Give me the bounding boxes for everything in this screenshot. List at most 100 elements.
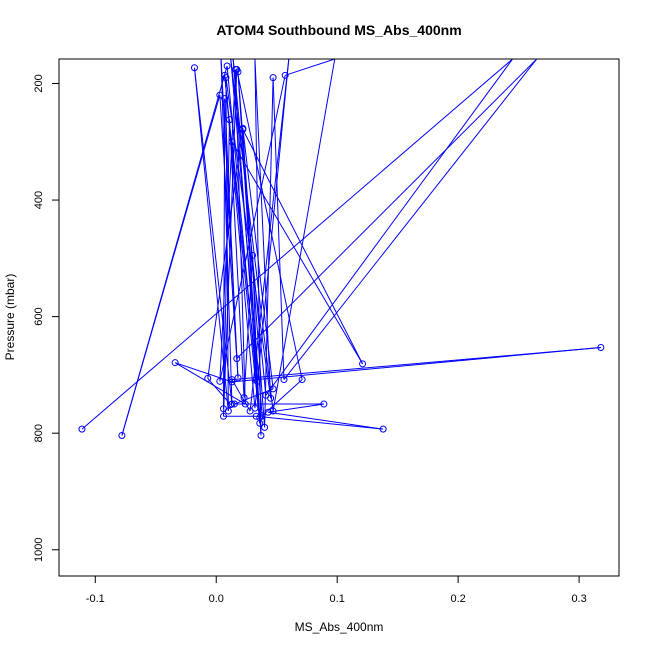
data-point <box>118 432 126 440</box>
series-segment <box>283 59 538 380</box>
data-point <box>221 95 229 103</box>
series-segment <box>230 59 263 416</box>
data-point <box>239 124 247 132</box>
series-segment <box>234 388 274 405</box>
series-segment <box>81 59 513 430</box>
series-segment <box>222 69 238 417</box>
data-point <box>223 62 231 70</box>
data-point <box>298 376 306 384</box>
data-point <box>267 394 275 402</box>
series-segment <box>268 403 324 413</box>
data-point <box>253 377 261 385</box>
series-segment <box>219 69 237 382</box>
data-point <box>246 407 254 415</box>
x-axis: -0.1 0.0 0.1 0.2 0.3 <box>86 575 587 605</box>
data-point <box>228 378 236 386</box>
series-segment <box>254 59 290 409</box>
data-point <box>261 423 269 431</box>
y-tick-label: 800 <box>33 424 45 442</box>
y-tick-label: 600 <box>33 307 45 325</box>
series-segment <box>229 119 245 398</box>
y-tick-label: 1000 <box>33 538 45 562</box>
series-segment <box>219 95 239 378</box>
series-layer <box>81 59 601 436</box>
series-segment <box>272 59 336 412</box>
data-point <box>257 432 265 440</box>
data-point <box>359 360 367 368</box>
data-point <box>216 91 224 99</box>
series-segment <box>193 67 229 412</box>
y-tick-label: 200 <box>33 74 45 92</box>
data-point <box>219 405 227 413</box>
data-point <box>221 71 229 79</box>
x-axis-label: MS_Abs_400nm <box>295 620 384 634</box>
series-segment <box>220 59 233 405</box>
data-point <box>233 65 241 73</box>
data-point <box>269 385 277 393</box>
series-segment <box>224 75 256 409</box>
series-segment <box>207 378 232 405</box>
series-segment <box>256 415 384 430</box>
data-point <box>234 374 242 382</box>
data-point <box>171 359 179 367</box>
data-point <box>230 400 238 408</box>
data-point <box>216 377 224 385</box>
data-point <box>240 394 248 402</box>
data-point <box>226 116 234 124</box>
series-segment <box>231 347 601 383</box>
data-point <box>241 400 249 408</box>
data-point <box>233 355 241 363</box>
y-tick-label: 400 <box>33 191 45 209</box>
data-point <box>219 412 227 420</box>
data-point <box>190 64 198 72</box>
series-segment <box>222 98 226 409</box>
data-point <box>597 344 605 352</box>
chart-title: ATOM4 Southbound MS_Abs_400nm <box>216 22 461 38</box>
data-point <box>204 374 212 382</box>
data-point <box>264 408 272 416</box>
series-segment <box>285 59 335 76</box>
y-axis-label: Pressure (mbar) <box>3 274 17 361</box>
series-segment <box>207 128 244 379</box>
data-point <box>256 419 264 427</box>
series-segment <box>231 379 251 412</box>
data-point <box>269 74 277 82</box>
series-segment <box>231 141 258 382</box>
series-segment <box>230 59 274 412</box>
series-segment <box>265 59 513 396</box>
series-segment <box>174 362 233 383</box>
series-segment <box>236 69 303 380</box>
data-point <box>379 425 387 433</box>
data-point <box>228 138 236 146</box>
series-segment <box>219 75 286 382</box>
data-point <box>252 412 260 420</box>
data-point <box>228 376 236 384</box>
series-segment <box>231 141 364 365</box>
series-segment <box>272 77 285 380</box>
series-segment <box>242 128 274 389</box>
series-segment <box>254 59 262 436</box>
series-segment <box>174 362 246 405</box>
data-point <box>249 251 257 259</box>
series-segment <box>268 411 384 430</box>
data-point <box>281 71 289 79</box>
x-tick-label: 0.2 <box>450 593 465 605</box>
x-tick-label: 0.0 <box>209 593 224 605</box>
data-point <box>78 425 86 433</box>
series-segment <box>264 77 274 428</box>
x-tick-label: -0.1 <box>86 593 105 605</box>
data-point <box>227 401 235 409</box>
series-segment <box>242 129 364 365</box>
series-segment <box>224 75 261 424</box>
series-segment <box>235 69 246 405</box>
data-point <box>280 376 288 384</box>
x-tick-label: 0.1 <box>330 593 345 605</box>
data-point <box>320 400 328 408</box>
y-axis: 200 400 600 800 1000 <box>33 74 60 562</box>
marker-layer <box>78 62 605 440</box>
x-tick-label: 0.3 <box>571 593 586 605</box>
series-segment <box>242 129 261 424</box>
